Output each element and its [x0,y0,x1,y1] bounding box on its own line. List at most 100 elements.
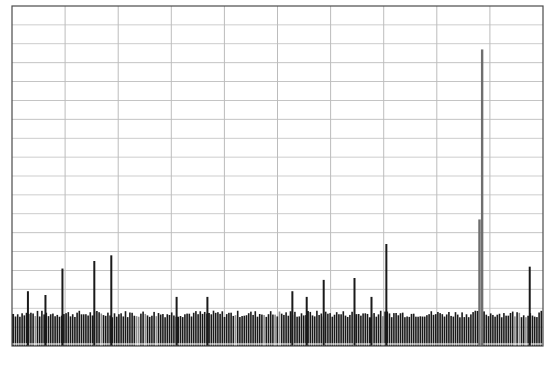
noise-bar [384,311,386,346]
noise-bar [168,314,171,346]
noise-bar [263,315,265,346]
noise-bar [111,317,114,346]
noise-bar [203,311,206,346]
noise-bar [43,314,45,346]
noise-bar [540,310,543,346]
noise-bar [459,317,461,346]
noise-bar [434,314,437,346]
noise-bar [223,316,226,346]
noise-bar [34,316,37,346]
noise-bar [228,312,230,346]
noise-bar [373,313,375,346]
noise-bar [122,316,125,346]
noise-bar [454,312,457,346]
noise-bar [505,315,507,346]
noise-bar [278,311,281,346]
noise-bar [452,316,455,346]
noise-bar [234,315,237,346]
noise-bar [509,312,512,346]
noise-bar [518,312,521,346]
noise-bar [58,316,61,346]
noise-bar [190,316,193,346]
noise-bar [267,314,270,346]
noise-bar [538,312,540,346]
noise-bar [129,312,131,346]
noise-bar [250,311,252,346]
noise-bar [107,312,109,346]
noise-bar [351,311,353,346]
noise-bar [507,315,510,346]
noise-bar [151,315,153,346]
noise-bar [258,313,261,346]
noise-bar [474,310,477,346]
noise-bar [500,317,503,346]
spike-bar [322,279,325,346]
noise-bar [243,315,246,346]
noise-bar [153,311,155,346]
noise-bar [338,314,340,346]
plot-frame [11,5,544,347]
noise-bar [254,311,257,346]
spike-bar [110,255,113,346]
noise-bar [287,315,290,346]
noise-bar [470,314,472,346]
noise-bar [225,314,228,346]
noise-bar [41,310,43,346]
noise-bar [311,315,314,346]
noise-bar [316,310,318,346]
noise-bar [30,312,32,346]
noise-bar [285,312,287,346]
noise-bar [520,317,523,346]
noise-bar [525,317,527,346]
spike-bar [528,266,531,346]
noise-bar [503,313,505,346]
spike-bar [370,296,373,346]
noise-bar [349,314,351,346]
noise-bar [379,310,382,346]
noise-bar [65,313,67,346]
noise-bar [162,314,164,346]
noise-bar [157,313,160,346]
noise-bar [69,316,72,346]
noise-bar [197,314,199,346]
noise-bar [536,317,538,346]
noise-bar [126,317,129,346]
noise-bar [494,316,496,346]
spike-bar [26,291,29,346]
noise-bar [38,316,41,346]
noise-bar [85,314,87,346]
noise-bar [412,313,415,346]
noise-bar [298,316,301,346]
noise-bar [32,313,34,346]
noise-bar [450,315,452,346]
noise-bar [173,315,175,346]
noise-bar [283,314,285,346]
noise-bar [252,314,254,346]
noise-bar [232,315,235,346]
noise-bar [428,314,430,346]
noise-bar [199,311,202,346]
noise-bar [522,315,525,346]
noise-bar [329,313,331,346]
noise-bar [467,317,470,346]
spike-bar [175,296,178,346]
noise-bar [144,313,147,346]
noise-bar [331,316,334,346]
noise-bar [327,313,329,346]
noise-bar [208,312,210,346]
noise-bar [472,312,474,346]
noise-bar [294,311,296,346]
noise-bar [344,315,347,346]
noise-bar [142,311,144,346]
noise-bar [102,315,105,346]
noise-bar [170,312,173,346]
spike-bar [478,219,481,346]
noise-bar [443,316,446,346]
noise-bar [465,314,468,346]
noise-bar [489,313,492,346]
noise-bar [318,315,320,346]
noise-bar [342,311,345,346]
noise-bar [104,315,107,346]
noise-bar [340,314,342,346]
